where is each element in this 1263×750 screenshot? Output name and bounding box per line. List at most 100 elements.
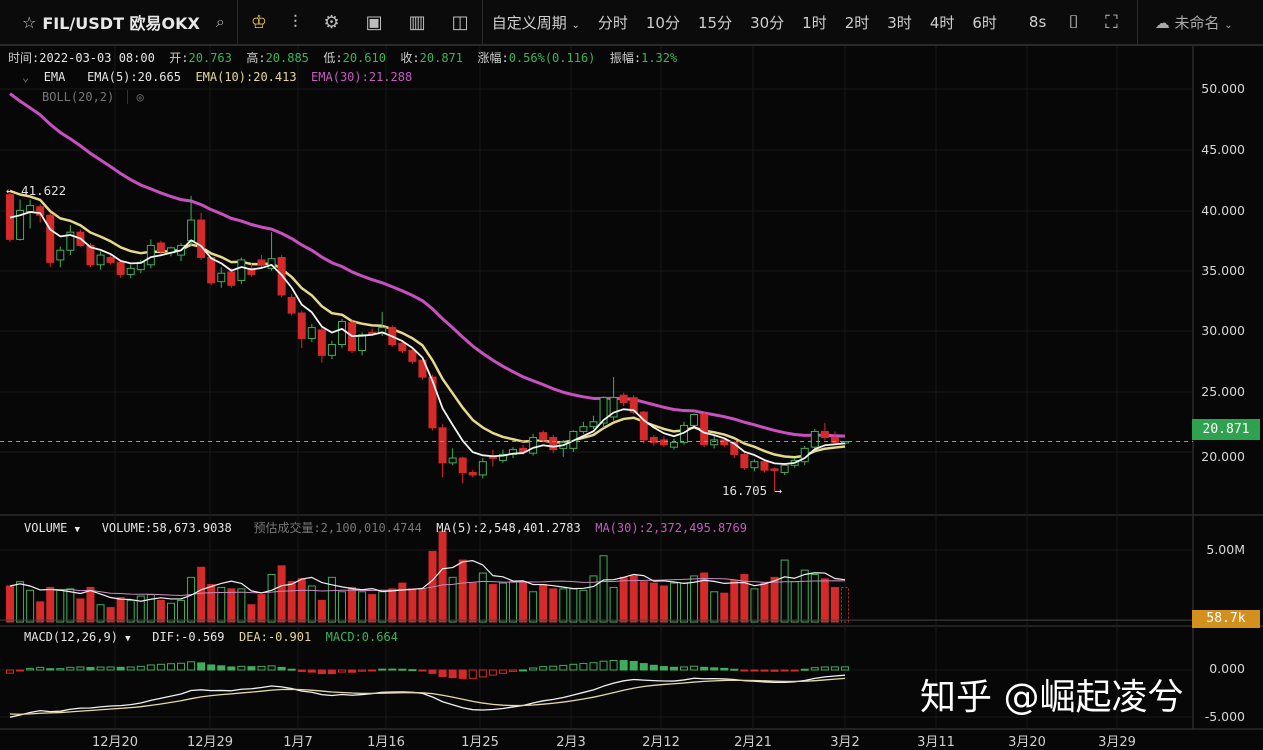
volume-bar: [378, 591, 387, 623]
candle-up: [327, 343, 336, 356]
camera-icon[interactable]: ⌷: [1068, 11, 1080, 33]
volume-legend: VOLUME ▼ VOLUME:58,673.9038 预估成交量:2,100,…: [24, 519, 747, 536]
volume-bar: [116, 597, 125, 623]
macd-histogram-bar: [287, 668, 296, 671]
volume-bar: [6, 585, 14, 623]
boll-name[interactable]: BOLL(20,2): [42, 90, 115, 104]
candle-down: [740, 453, 749, 469]
macd-histogram-bar: [649, 664, 658, 671]
macd-histogram-bar: [820, 666, 829, 671]
date-tick: 1月25: [461, 735, 499, 750]
macd-histogram-bar: [549, 665, 558, 671]
cloud-check-icon: ☁: [1154, 13, 1170, 32]
candle-up: [26, 205, 35, 213]
interval-tab[interactable]: 6时: [972, 13, 997, 32]
volume-bar: [317, 599, 326, 623]
volume-bar: [599, 555, 608, 623]
interval-tab[interactable]: 2时: [844, 13, 870, 32]
chart-template-icon[interactable]: ▣: [365, 11, 383, 33]
macd-histogram-bar: [730, 668, 739, 671]
volume-bar: [478, 572, 487, 623]
volume-ma5-line: [9, 560, 846, 602]
macd-histogram-bar: [690, 665, 699, 671]
interval-tab[interactable]: 30分: [750, 13, 785, 32]
price-tick: 40.000: [1201, 203, 1245, 218]
macd-name[interactable]: MACD(12,26,9): [24, 630, 118, 644]
macd-histogram-bar: [629, 660, 638, 671]
interval-tab[interactable]: 分时: [597, 13, 628, 32]
macd-histogram-bar: [267, 665, 276, 671]
panel-icon[interactable]: ▥: [408, 11, 426, 33]
fullscreen-icon[interactable]: ⛶: [1105, 11, 1118, 33]
volume-bar: [680, 582, 689, 623]
volume-name[interactable]: VOLUME: [24, 521, 68, 535]
interval-tab[interactable]: 15分: [697, 13, 733, 32]
candle-up: [498, 453, 507, 461]
close-value: 20.871: [419, 51, 464, 65]
refresh-interval[interactable]: 8s: [1028, 13, 1047, 31]
date-tick: 1月7: [283, 735, 313, 750]
interval-tab[interactable]: 4时: [929, 13, 955, 32]
interval-tab[interactable]: 3时: [887, 13, 912, 32]
settings-icon[interactable]: ⚙: [323, 11, 340, 33]
candle-up: [579, 426, 588, 432]
star-icon[interactable]: ☆: [22, 12, 37, 32]
macd-histogram-bar: [498, 669, 507, 674]
macd-histogram-bar: [468, 669, 477, 679]
macd-histogram-bar: [750, 669, 759, 672]
min-price-marker: 16.705 →: [722, 483, 783, 498]
volume-bar: [589, 575, 598, 623]
caret-down-icon[interactable]: ▼: [125, 634, 131, 644]
low-label: 低:: [323, 51, 343, 65]
price-tick: 45.000: [1201, 142, 1245, 157]
macd-histogram-bar: [710, 667, 719, 671]
candle-down: [760, 461, 769, 471]
volume-bar: [519, 581, 528, 623]
volume-bar: [136, 595, 145, 623]
search-icon[interactable]: ⌕: [215, 12, 225, 31]
date-tick: 1月16: [367, 735, 405, 750]
crown-icon[interactable]: ♔: [250, 11, 267, 33]
macd-histogram-bar: [408, 669, 417, 672]
indicator-icon[interactable]: ⫶: [293, 11, 298, 33]
ema10-value: EMA(10):20.413: [195, 70, 297, 84]
macd-histogram-bar: [227, 666, 236, 671]
volume-bar: [388, 588, 397, 623]
eye-hidden-icon[interactable]: ◎: [127, 90, 144, 104]
ema-name[interactable]: EMA: [43, 70, 66, 84]
symbol-selector[interactable]: ☆ FIL/USDT 欧易OKX ⌕: [0, 10, 237, 34]
macd-histogram-bar: [559, 664, 568, 671]
volume-bar: [619, 576, 628, 623]
high-label: 高:: [246, 51, 266, 65]
candle-up: [66, 231, 75, 251]
macd-histogram-bar: [166, 663, 175, 671]
volume-bar: [217, 586, 226, 623]
price-tick: 35.000: [1201, 263, 1245, 278]
price-tick: 25.000: [1201, 384, 1245, 399]
interval-tab[interactable]: 1时: [802, 13, 827, 32]
candle-down: [649, 437, 658, 443]
interval-tab[interactable]: 10分: [645, 13, 680, 32]
candle-up: [16, 209, 25, 240]
volume-bar: [177, 599, 186, 623]
macd-histogram-bar: [589, 662, 598, 671]
candle-up: [187, 219, 196, 242]
candle-down: [156, 242, 165, 252]
layout-save-dropdown[interactable]: ☁ 未命名 ⌄: [1146, 12, 1242, 33]
caret-down-icon[interactable]: ▼: [74, 525, 81, 535]
volume-bar: [247, 604, 256, 623]
candle-up: [267, 258, 276, 269]
macd-histogram-bar: [398, 668, 407, 671]
custom-period-dropdown[interactable]: 自定义周期 ⌄: [483, 12, 589, 33]
volume-value: VOLUME:58,673.9038: [101, 521, 232, 535]
collapse-chevron-icon[interactable]: ⌄: [22, 70, 30, 84]
volume-bar: [760, 582, 769, 623]
volume-bar: [398, 582, 407, 623]
layout-icon[interactable]: ◫: [451, 11, 469, 33]
macd-histogram-bar: [136, 665, 145, 671]
candle-down: [106, 257, 115, 263]
macd-histogram-bar: [76, 666, 85, 671]
macd-histogram-bar: [217, 665, 226, 671]
candle-down: [700, 414, 709, 446]
